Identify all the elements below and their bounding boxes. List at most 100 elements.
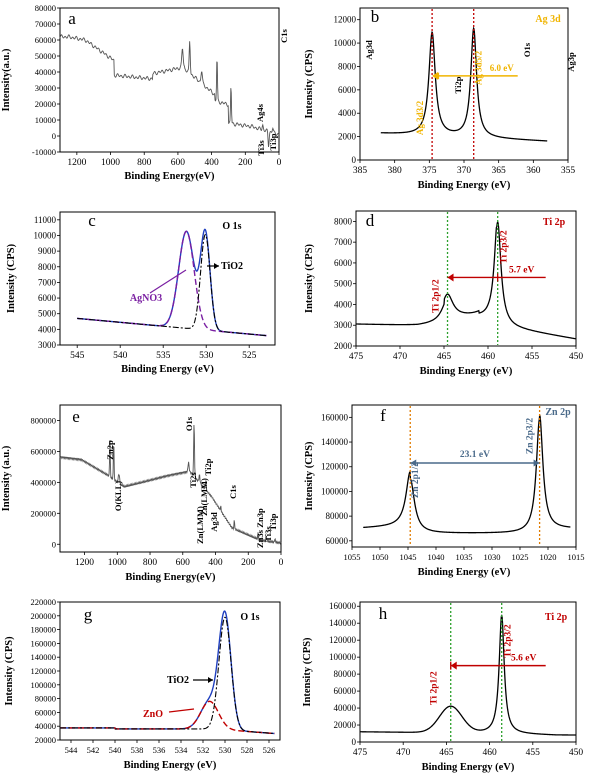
peak-label: O1s xyxy=(522,42,532,57)
peak-label: Ti3p xyxy=(268,133,278,150)
x-tick-label: 460 xyxy=(481,352,496,362)
y-tick-label: 10000 xyxy=(334,38,357,48)
y-tick-label: 6000 xyxy=(338,85,357,95)
panel-h: 475 470 465 460 455 450 0 20000 40000 60000 80000 1… xyxy=(302,601,583,773)
ti2p-spectrum xyxy=(355,219,577,340)
y-tick-label: -10000 xyxy=(32,147,56,157)
peak-label: Ag3d xyxy=(364,40,374,60)
y-tick-label: 160000 xyxy=(31,638,57,648)
y-tick-label: 70000 xyxy=(35,19,56,29)
y-axis-label: Intensity (CPS) xyxy=(302,637,313,707)
panel-g: 544 542 540 538 536 534 532 530 528 526 20000 40000… xyxy=(4,597,281,771)
x-tick-label: 370 xyxy=(457,166,472,176)
panel-a-frame xyxy=(59,7,280,153)
x-tick-label: 450 xyxy=(569,748,584,758)
panel-f-frame xyxy=(351,404,577,548)
y-tick-label: 80000 xyxy=(326,511,349,521)
y-tick-label: 7000 xyxy=(334,237,353,247)
x-tick-label: 375 xyxy=(422,166,437,176)
x-tick-label: 600 xyxy=(171,158,186,168)
arrow-head xyxy=(208,677,213,683)
peak-label: Zn 2p1/2 xyxy=(411,462,421,498)
x-tick-label: 365 xyxy=(492,166,507,176)
y-tick-label: 80000 xyxy=(35,694,56,704)
x-tick-label: 475 xyxy=(353,748,368,758)
y-tick-label: 160000 xyxy=(329,601,357,611)
x-tick-label: 355 xyxy=(561,166,576,176)
y-tick-label: 8000 xyxy=(38,262,57,272)
x-tick-label: 1050 xyxy=(372,552,389,562)
y-tick-label: 5000 xyxy=(334,279,353,289)
y-tick-label: 6000 xyxy=(38,293,57,303)
y-tick-label: 4000 xyxy=(38,324,57,334)
y-tick-label: 120000 xyxy=(321,462,349,472)
x-tick-label: 0 xyxy=(279,558,284,568)
peak-label: Ti 2p1/2 xyxy=(430,671,440,705)
y-tick-label: 60000 xyxy=(35,35,56,45)
x-tick-label: 532 xyxy=(197,745,210,755)
x-tick-label: 200 xyxy=(241,558,256,568)
y-tick-label: 0 xyxy=(352,155,357,165)
series-label-tio2: TiO2 xyxy=(167,675,189,686)
x-tick-label: 800 xyxy=(143,558,158,568)
panel-c: 545 540 535 530 525 3000 4000 5000 6000 7000 8000 9… xyxy=(6,211,276,375)
y-tick-label: 40000 xyxy=(35,67,56,77)
arrow-head xyxy=(432,71,439,80)
peak-label: Ag 3d3/2 xyxy=(415,100,425,135)
y-axis-label: Intensity(a.u.) xyxy=(1,48,12,112)
y-tick-label: 100000 xyxy=(31,680,57,690)
x-tick-label: 1040 xyxy=(428,552,445,562)
arrow-head xyxy=(533,459,540,467)
peak-label: Ag3p xyxy=(566,52,576,72)
y-tick-label: 400000 xyxy=(31,477,57,487)
zno-component xyxy=(60,700,275,735)
arrow-head xyxy=(447,273,454,282)
x-axis-label: Binding Energy (eV) xyxy=(124,760,217,771)
y-tick-label: 140000 xyxy=(321,437,349,447)
series-label-agno3: AgNO3 xyxy=(130,293,162,304)
x-tick-label: 526 xyxy=(263,745,276,755)
y-tick-label: 120000 xyxy=(329,635,357,645)
x-axis-label: Binding Energy (eV) xyxy=(422,762,515,773)
y-axis-label: Intensity (CPS) xyxy=(304,441,315,511)
y-tick-label: 100000 xyxy=(321,486,349,496)
panel-b-frame xyxy=(359,7,569,161)
ag3d-spectrum xyxy=(380,26,548,142)
y-tick-label: 2000 xyxy=(334,341,353,351)
panel-e-frame xyxy=(59,404,282,553)
x-tick-label: 455 xyxy=(526,748,541,758)
chart-title: Ti 2p xyxy=(543,217,566,228)
splitting-value: 6.0 eV xyxy=(490,63,514,73)
x-tick-label: 380 xyxy=(388,166,403,176)
y-tick-label: 0 xyxy=(52,131,56,141)
panel-letter-b: b xyxy=(371,7,380,26)
ti2p-spectrum-h xyxy=(359,614,577,736)
x-tick-label: 530 xyxy=(219,745,232,755)
y-tick-label: 11000 xyxy=(34,215,57,225)
y-tick-label: 80000 xyxy=(334,669,357,679)
panel-a: 1200 1000 800 600 400 200 0-100000100002000030… xyxy=(1,3,576,182)
y-tick-label: 160000 xyxy=(321,412,349,422)
peak-label: Ti2s xyxy=(188,472,198,488)
survey-spectrum-a xyxy=(59,34,280,147)
y-tick-label: 140000 xyxy=(31,652,57,662)
y-tick-label: 800000 xyxy=(31,415,57,425)
x-tick-label: 1055 xyxy=(344,552,361,562)
x-tick-label: 540 xyxy=(109,745,122,755)
y-tick-label: 9000 xyxy=(38,246,57,256)
y-tick-label: 20000 xyxy=(35,735,56,745)
x-tick-label: 400 xyxy=(204,158,219,168)
y-tick-label: 7000 xyxy=(38,277,57,287)
x-tick-label: 465 xyxy=(439,748,454,758)
splitting-value: 5.6 eV xyxy=(511,654,536,664)
peak-label: Ti3s xyxy=(256,140,266,156)
peak-label: Ti2p xyxy=(203,458,213,475)
x-tick-label: 1000 xyxy=(108,558,127,568)
panel-e: 1200 1000 800 600 400 200 0 0 200000 400000 600000… xyxy=(1,404,284,583)
y-tick-label: 4000 xyxy=(338,108,357,118)
o1s-envelope xyxy=(77,228,267,337)
x-axis-label: Binding Energy(eV) xyxy=(125,572,216,583)
x-tick-label: 1015 xyxy=(568,552,585,562)
y-tick-label: 3000 xyxy=(334,320,353,330)
chart-title: O 1s xyxy=(222,221,241,232)
